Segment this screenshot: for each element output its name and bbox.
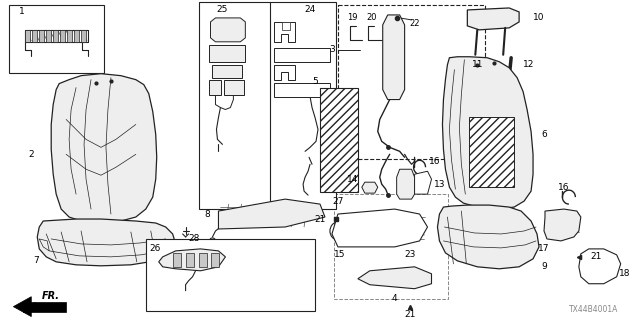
Polygon shape <box>397 169 415 199</box>
Text: 14: 14 <box>346 175 358 184</box>
Polygon shape <box>274 48 330 62</box>
Polygon shape <box>274 65 295 80</box>
Polygon shape <box>579 249 621 284</box>
Text: 17: 17 <box>538 244 550 253</box>
Text: 23: 23 <box>404 250 415 260</box>
Polygon shape <box>442 57 533 209</box>
Text: 13: 13 <box>434 180 445 189</box>
Text: 28: 28 <box>188 235 199 244</box>
Text: 21: 21 <box>315 214 326 224</box>
Polygon shape <box>53 30 58 42</box>
Text: 4: 4 <box>392 294 397 303</box>
Text: 22: 22 <box>410 20 420 28</box>
Text: 16: 16 <box>429 157 440 166</box>
Polygon shape <box>467 8 519 30</box>
Text: 16: 16 <box>558 183 570 192</box>
Polygon shape <box>332 209 428 247</box>
Text: 26: 26 <box>149 244 161 253</box>
Polygon shape <box>186 253 193 267</box>
Polygon shape <box>39 239 49 251</box>
Text: 1: 1 <box>19 7 24 16</box>
Polygon shape <box>209 45 245 62</box>
Polygon shape <box>383 15 404 100</box>
Polygon shape <box>39 30 44 42</box>
Polygon shape <box>173 253 180 267</box>
Text: 8: 8 <box>205 210 211 219</box>
Polygon shape <box>212 65 243 78</box>
Text: 21: 21 <box>591 252 602 261</box>
Text: 2: 2 <box>28 150 34 159</box>
Polygon shape <box>274 22 295 42</box>
Text: 27: 27 <box>332 196 344 206</box>
Polygon shape <box>37 219 175 266</box>
Polygon shape <box>438 205 539 269</box>
Polygon shape <box>32 30 37 42</box>
Bar <box>146 239 315 311</box>
Polygon shape <box>67 30 72 42</box>
Text: 12: 12 <box>524 60 535 69</box>
Polygon shape <box>23 302 66 312</box>
Polygon shape <box>211 18 245 42</box>
Text: 20: 20 <box>367 13 377 22</box>
Text: 24: 24 <box>305 5 316 14</box>
Bar <box>334 194 449 299</box>
FancyArrowPatch shape <box>28 303 60 310</box>
Text: 21: 21 <box>404 310 415 319</box>
Text: 11: 11 <box>472 60 483 69</box>
Text: 6: 6 <box>541 130 547 139</box>
Polygon shape <box>46 30 51 42</box>
Bar <box>320 88 358 192</box>
Polygon shape <box>225 80 244 95</box>
Polygon shape <box>13 297 31 316</box>
Polygon shape <box>74 30 79 42</box>
Polygon shape <box>211 253 220 267</box>
Polygon shape <box>159 249 225 271</box>
Text: 7: 7 <box>33 256 39 265</box>
Bar <box>469 117 514 187</box>
Bar <box>198 2 336 209</box>
Polygon shape <box>198 253 207 267</box>
Text: 3: 3 <box>329 45 335 54</box>
Text: 5: 5 <box>312 77 318 86</box>
Text: 25: 25 <box>217 5 228 14</box>
Text: 19: 19 <box>347 13 357 22</box>
Bar <box>282 22 290 30</box>
Text: 9: 9 <box>541 262 547 271</box>
Polygon shape <box>544 209 581 241</box>
Polygon shape <box>218 199 325 229</box>
Polygon shape <box>60 30 65 42</box>
Polygon shape <box>274 83 330 97</box>
Polygon shape <box>358 267 431 289</box>
Text: FR.: FR. <box>42 291 60 301</box>
Polygon shape <box>415 171 431 194</box>
Bar <box>10 5 104 73</box>
Polygon shape <box>81 30 86 42</box>
Polygon shape <box>209 80 221 95</box>
Polygon shape <box>26 30 30 42</box>
Text: 10: 10 <box>533 13 545 22</box>
Text: 15: 15 <box>334 250 346 260</box>
Polygon shape <box>51 74 157 223</box>
Polygon shape <box>362 182 378 193</box>
Text: TX44B4001A: TX44B4001A <box>570 305 619 314</box>
Text: 18: 18 <box>619 269 630 278</box>
Bar <box>338 5 485 159</box>
